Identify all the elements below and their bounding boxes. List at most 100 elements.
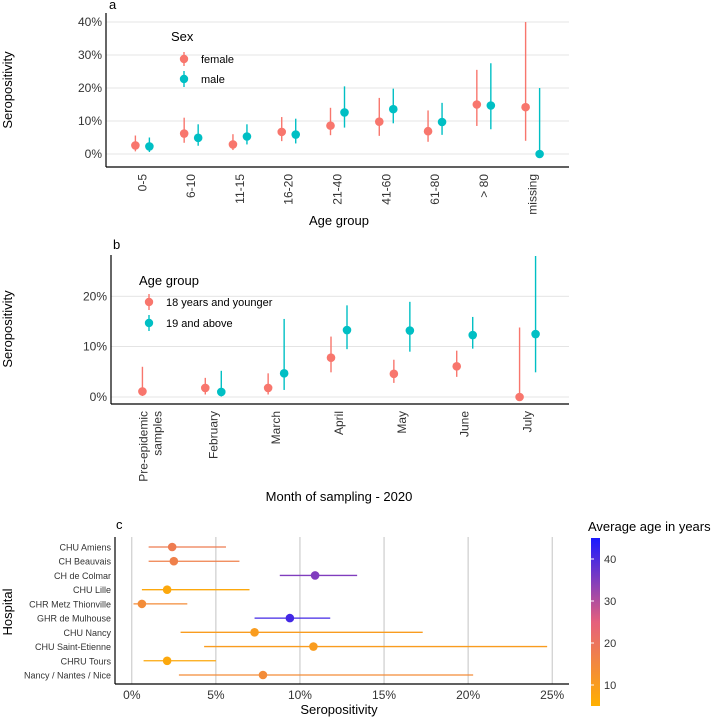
point-chru-tours <box>162 656 172 666</box>
point-female-0-5 <box>131 141 140 150</box>
panel-c-y-ticks: CHU Amiens CH Beauvais CH de Colmar CHU Lil… <box>24 543 112 681</box>
y-tick-c-ghr-de-mulhouse: GHR de Mulhouse <box>37 614 111 624</box>
panel-c-gridlines <box>131 537 553 684</box>
point-chu-lille <box>162 585 172 594</box>
panel-b-letter: b <box>113 237 120 252</box>
panel-c-legend: Average age in years 10 20 30 40 <box>588 519 711 706</box>
y-tick-c-chru-tours: CHRU Tours <box>61 656 112 666</box>
y-tick-c-chu-nancy: CHU Nancy <box>63 628 111 638</box>
panel-a-x-ticks: 0-5 6-10 11-15 16-20 21-40 41-60 61-80 > 80 miss… <box>135 174 539 215</box>
point-ch-beauvais <box>169 556 179 566</box>
x-tick-b-may: May <box>395 411 409 434</box>
panel-b: b 0% 10% 20% Pre-epidemic samples February Ma… <box>0 237 569 504</box>
point-female-6-10 <box>179 129 189 138</box>
x-tick-a-80: > 80 <box>477 174 491 198</box>
point-ghr-de-mulhouse <box>285 613 295 623</box>
point-19-and-above-july <box>531 329 540 339</box>
point-female-16-20 <box>277 127 287 137</box>
x-tick-c-15: 15% <box>372 688 396 702</box>
panel-a-marks <box>131 22 544 159</box>
x-tick-c-10: 10% <box>288 688 312 702</box>
y-tick-b-20: 20% <box>83 289 107 303</box>
point-ch-de-colmar <box>310 571 320 580</box>
x-tick-c-0: 0% <box>123 688 141 702</box>
point-female-11-15 <box>228 140 238 149</box>
legend-young-dot <box>144 297 154 307</box>
y-tick-c-nancy-nantes-nice: Nancy / Nantes / Nice <box>24 671 111 681</box>
point-18-years-and-younger-may <box>389 369 399 379</box>
panel-a-y-ticks: 0% 10% 20% 30% 40% <box>78 15 102 161</box>
legend-young-label: 18 years and younger <box>166 297 273 309</box>
point-male-6-10 <box>193 133 203 143</box>
panel-a-letter: a <box>109 0 117 12</box>
x-tick-a-41-60: 41-60 <box>379 174 393 205</box>
point-chr-metz-thionville <box>137 599 147 609</box>
point-19-and-above-may <box>405 326 415 335</box>
point-male-80 <box>486 101 496 110</box>
panel-b-gridlines <box>111 295 569 398</box>
scale-tick-10: 10 <box>604 680 616 692</box>
x-tick-c-25: 25% <box>540 688 564 702</box>
panel-a-legend-title: Sex <box>171 29 194 44</box>
point-female-41-60 <box>374 117 384 126</box>
y-tick-c-chu-saint-etienne: CHU Saint-Etienne <box>35 642 111 652</box>
point-female-21-40 <box>326 121 335 130</box>
point-female-61-80 <box>423 126 433 136</box>
panel-a-x-label: Age group <box>309 213 369 228</box>
legend-male-dot <box>179 74 189 84</box>
x-tick-a-0-5: 0-5 <box>135 174 149 192</box>
point-19-and-above-february <box>216 387 226 397</box>
x-tick-a-6-10: 6-10 <box>184 174 198 198</box>
x-tick-c-5: 5% <box>207 688 225 702</box>
point-male-16-20 <box>291 130 301 139</box>
point-male-21-40 <box>340 108 349 117</box>
point-chu-saint-etienne <box>309 642 318 651</box>
point-19-and-above-april <box>342 325 352 335</box>
legend-female-label: female <box>201 54 234 66</box>
panel-c-letter: c <box>116 517 123 532</box>
legend-old-dot <box>144 318 154 328</box>
point-female-missing <box>521 102 530 112</box>
x-tick-a-missing: missing <box>526 174 540 215</box>
y-tick-c-chr-metz-thionville: CHR Metz Thionville <box>29 599 111 609</box>
panel-c-x-label: Seropositivity <box>300 702 378 717</box>
point-18-years-and-younger-april <box>326 353 336 363</box>
scale-tick-20: 20 <box>604 638 616 650</box>
y-tick-b-0: 0% <box>90 390 108 404</box>
point-18-years-and-younger-pre-epidemic-samples <box>138 387 147 396</box>
y-tick-c-ch-de-colmar: CH de Colmar <box>54 571 111 581</box>
y-tick-c-chu-lille: CHU Lille <box>73 585 111 595</box>
panel-b-marks <box>138 256 540 402</box>
panel-b-y-label: Seropositivity <box>0 290 15 368</box>
y-tick-a-40: 40% <box>78 15 102 29</box>
x-tick-b-april: April <box>332 411 346 435</box>
x-tick-b-february: February <box>206 411 220 459</box>
panel-b-x-label: Month of sampling - 2020 <box>266 489 413 504</box>
legend-female-dot <box>179 54 189 64</box>
scale-tick-30: 30 <box>604 596 616 608</box>
color-scale-ticks: 10 20 30 40 <box>591 554 616 692</box>
point-male-61-80 <box>437 117 447 127</box>
point-male-41-60 <box>388 104 398 114</box>
x-tick-c-20: 20% <box>456 688 480 702</box>
x-tick-b-june: June <box>458 411 472 437</box>
panel-b-legend-title: Age group <box>139 273 199 288</box>
y-tick-b-10: 10% <box>83 340 107 354</box>
point-female-80 <box>472 100 482 109</box>
point-18-years-and-younger-july <box>515 392 524 402</box>
panel-b-y-ticks: 0% 10% 20% <box>83 289 107 404</box>
point-male-missing <box>535 149 544 159</box>
x-tick-a-11-15: 11-15 <box>233 174 247 204</box>
point-18-years-and-younger-february <box>200 383 210 393</box>
panel-a-legend: Sex female male <box>171 29 234 87</box>
y-tick-a-20: 20% <box>78 81 102 95</box>
x-tick-b-july: July <box>521 411 535 432</box>
y-tick-a-30: 30% <box>78 48 102 62</box>
point-18-years-and-younger-march <box>263 383 273 393</box>
y-tick-a-10: 10% <box>78 114 102 128</box>
x-tick-a-21-40: 21-40 <box>331 174 345 205</box>
legend-male-label: male <box>201 74 225 86</box>
x-tick-a-16-20: 16-20 <box>282 174 296 205</box>
scale-tick-40: 40 <box>604 554 616 566</box>
